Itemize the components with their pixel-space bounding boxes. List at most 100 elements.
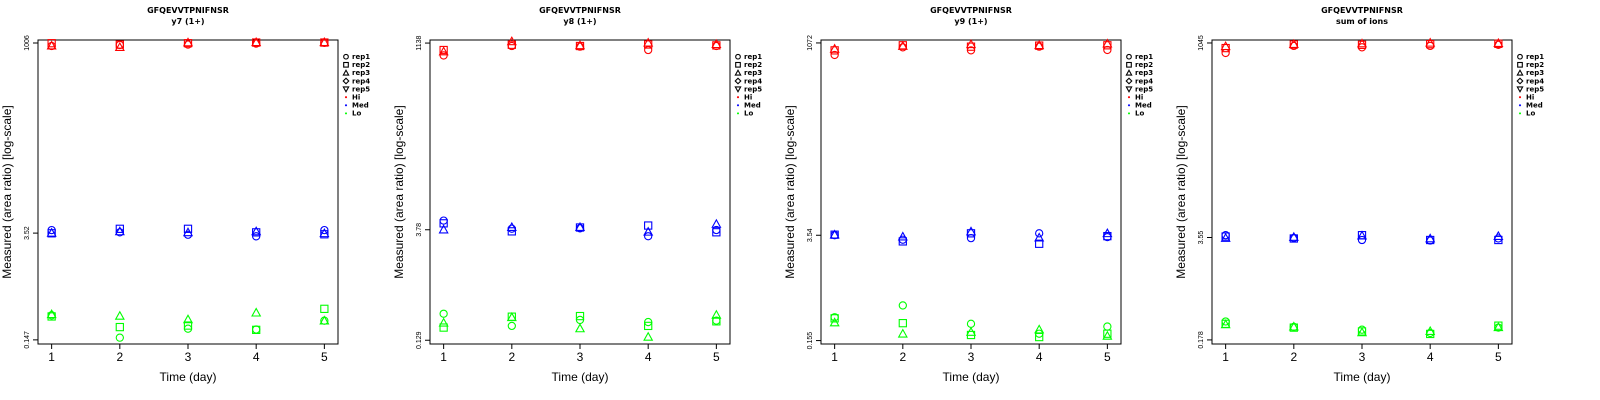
- chart-title: GFQEVVTPNIFNSR: [539, 6, 621, 15]
- data-point-med-rep3: [182, 227, 194, 237]
- x-axis-label: Time (day): [552, 370, 609, 384]
- x-tick-label: 5: [1104, 350, 1111, 364]
- chart-subtitle: y7 (1+): [171, 17, 204, 26]
- x-tick-label: 1: [48, 350, 55, 364]
- data-point-med-rep2: [252, 228, 261, 237]
- data-point-hi-rep1: [830, 50, 839, 60]
- data-point-hi-rep1: [1221, 48, 1230, 58]
- data-point-hi-rep2: [1494, 39, 1503, 48]
- data-point-hi-rep3: [1220, 40, 1231, 51]
- x-axis-label: Time (day): [943, 370, 1000, 384]
- y-tick-label: 0.129: [416, 331, 423, 349]
- data-point-med-rep3: [711, 218, 722, 228]
- data-point-med-rep1: [644, 232, 653, 241]
- y-tick-label: 1006: [24, 35, 31, 51]
- data-point-hi-rep3: [965, 39, 977, 49]
- legend-label-rep1: rep1: [1526, 53, 1544, 61]
- legend-marker-rep3: [734, 69, 742, 76]
- legend-marker-rep4: [1125, 77, 1133, 85]
- chart-panel-3: GFQEVVTPNIFNSR y9 (1+) 1 2 3 4 5 0.155 3.54 1072 T…: [783, 6, 1153, 384]
- plot-frame: [1211, 39, 1513, 345]
- legend-label-rep4: rep4: [1526, 77, 1544, 85]
- legend-marker-rep1: [1517, 53, 1523, 60]
- legend-marker-med: [736, 104, 740, 107]
- data-point-med-rep1: [320, 225, 329, 235]
- legend-label-rep5: rep5: [744, 85, 762, 93]
- data-point-med-rep3: [1493, 230, 1504, 240]
- data-point-lo-rep1: [966, 319, 976, 328]
- data-point-hi-rep1: [1103, 45, 1112, 55]
- data-point-med-rep2: [1494, 235, 1503, 245]
- data-point-lo-rep1: [439, 309, 448, 318]
- x-tick-label: 3: [577, 350, 584, 364]
- y-tick-label: 0.155: [807, 332, 814, 350]
- data-point-med-rep3: [114, 226, 125, 236]
- data-point-lo-rep2: [252, 325, 261, 335]
- x-tick-label: 2: [899, 350, 906, 364]
- data-point-lo-rep2: [830, 314, 839, 323]
- data-point-lo-rep3: [711, 309, 722, 319]
- data-point-hi-rep2: [47, 39, 56, 48]
- data-point-hi-rep2: [575, 41, 585, 51]
- legend-marker-hi: [1127, 96, 1131, 99]
- data-point-lo-rep2: [644, 321, 653, 331]
- legend-label-lo: Lo: [1135, 110, 1144, 118]
- x-tick-label: 4: [1427, 350, 1434, 364]
- legend-marker-med: [1518, 104, 1522, 107]
- data-point-lo-rep2: [439, 323, 448, 332]
- x-tick-label: 3: [185, 350, 192, 364]
- data-point-med-rep3: [438, 224, 449, 234]
- data-point-lo-rep3: [897, 328, 908, 338]
- data-point-med-rep3: [1034, 232, 1045, 242]
- data-point-lo-rep1: [1103, 322, 1112, 331]
- y-axis-label: Measured (area ratio) [log-scale]: [392, 105, 406, 278]
- chart-title: GFQEVVTPNIFNSR: [147, 6, 229, 15]
- data-point-med-rep3: [829, 229, 840, 239]
- x-tick-label: 3: [968, 350, 975, 364]
- data-point-med-rep2: [183, 224, 193, 233]
- legend-label-lo: Lo: [1526, 110, 1535, 118]
- legend-marker-lo: [1127, 112, 1131, 115]
- x-tick-label: 2: [508, 350, 515, 364]
- data-point-med-rep2: [898, 237, 907, 246]
- x-tick-label: 1: [440, 350, 447, 364]
- data-point-hi-rep1: [439, 51, 448, 60]
- data-point-lo-rep3: [829, 317, 840, 327]
- x-tick-label: 2: [1290, 350, 1297, 364]
- data-point-hi-rep2: [183, 39, 193, 48]
- legend-label-rep2: rep2: [1135, 61, 1153, 69]
- legend-marker-med: [344, 104, 348, 107]
- legend-marker-rep3: [1516, 69, 1524, 76]
- legend-marker-rep2: [735, 61, 741, 68]
- data-point-med-rep3: [1288, 231, 1299, 241]
- chart-title: GFQEVVTPNIFNSR: [930, 6, 1012, 15]
- legend-marker-rep5: [734, 86, 742, 93]
- data-point-lo-rep3: [1425, 325, 1436, 336]
- data-point-lo-rep3: [1288, 321, 1299, 331]
- data-point-med-rep3: [1425, 233, 1436, 243]
- data-point-lo-rep2: [320, 304, 329, 313]
- data-point-lo-rep1: [507, 321, 516, 331]
- data-point-lo-rep3: [182, 314, 194, 324]
- legend-label-rep3: rep3: [352, 69, 370, 77]
- x-tick-label: 4: [253, 350, 260, 364]
- legend-label-rep4: rep4: [744, 77, 762, 85]
- data-point-med-rep1: [1035, 229, 1044, 238]
- data-point-med-rep3: [643, 226, 654, 236]
- data-point-med-rep3: [46, 227, 57, 237]
- data-point-lo-rep3: [965, 326, 977, 336]
- x-axis-label: Time (day): [1334, 370, 1391, 384]
- data-point-lo-rep3: [114, 310, 125, 320]
- data-point-med-rep1: [439, 216, 448, 225]
- data-point-hi-rep3: [829, 43, 840, 53]
- data-point-hi-rep3: [251, 36, 262, 47]
- legend-label-rep5: rep5: [1526, 85, 1544, 93]
- data-point-hi-rep3: [643, 37, 654, 47]
- data-point-hi-rep3: [574, 40, 586, 50]
- data-point-med-rep3: [319, 228, 330, 238]
- plot-frame: [37, 39, 339, 345]
- data-point-lo-rep2: [183, 321, 193, 330]
- data-point-med-rep3: [251, 226, 262, 236]
- data-point-hi-rep3: [1493, 37, 1504, 48]
